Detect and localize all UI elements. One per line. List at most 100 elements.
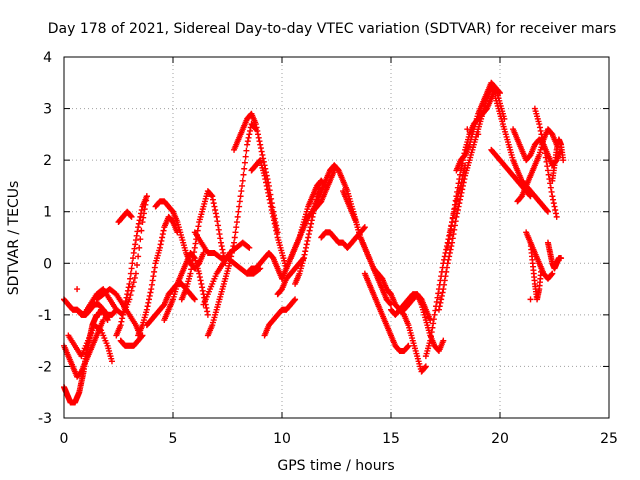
data-point [273, 231, 280, 238]
data-point [300, 255, 307, 262]
data-point [527, 193, 534, 200]
data-point [137, 236, 144, 243]
data-point [239, 182, 246, 189]
data-point [560, 157, 567, 164]
data-point [235, 208, 242, 215]
series-arc-8 [115, 208, 135, 226]
grid-lines [64, 57, 609, 418]
data-point [135, 220, 142, 227]
data-point [255, 134, 262, 141]
data-point [138, 210, 145, 217]
data-point [254, 127, 261, 134]
data-point [209, 193, 216, 200]
data-point [432, 307, 439, 314]
data-point [208, 192, 215, 199]
data-point [292, 296, 299, 303]
data-point [160, 227, 167, 234]
data-point [243, 147, 250, 154]
data-point [188, 262, 195, 269]
data-point [241, 165, 248, 172]
data-point [263, 182, 270, 189]
data-point [404, 343, 411, 350]
data-point [229, 246, 236, 253]
data-point [158, 237, 165, 244]
data-point [212, 206, 219, 213]
data-point [538, 265, 545, 272]
data-point [148, 281, 155, 288]
x-axis-label: GPS time / hours [277, 458, 394, 474]
data-point [526, 192, 533, 199]
series-arc-5 [74, 193, 150, 318]
data-point [126, 280, 133, 287]
data-point [548, 271, 555, 278]
data-point [443, 264, 450, 271]
data-point [260, 158, 267, 165]
data-point [244, 138, 251, 145]
data-point [135, 327, 142, 334]
data-point [427, 337, 434, 344]
data-point [215, 222, 222, 229]
data-point [191, 244, 198, 251]
series-arc-35 [444, 84, 503, 251]
data-point [242, 153, 249, 160]
data-point [150, 273, 157, 280]
data-point [118, 318, 125, 325]
data-point [220, 249, 227, 256]
data-point [147, 289, 154, 296]
data-point [143, 306, 150, 313]
data-point [217, 239, 224, 246]
data-point [127, 213, 134, 220]
data-point [544, 208, 551, 215]
data-point [550, 200, 557, 207]
data-point [461, 176, 468, 183]
data-point [199, 287, 206, 294]
data-point [451, 226, 458, 233]
data-point [553, 213, 560, 220]
data-point [134, 228, 141, 235]
data-point [191, 296, 198, 303]
data-point [159, 234, 166, 241]
data-point [305, 231, 312, 238]
y-axis-label: SDTVAR / TECUs [6, 181, 22, 296]
series-arc-38 [488, 146, 534, 200]
plot-frame [63, 56, 610, 419]
data-point [236, 203, 243, 210]
data-point [543, 158, 550, 165]
data-point [549, 270, 556, 277]
data-point [228, 253, 235, 260]
data-point [264, 186, 271, 193]
data-point [227, 256, 234, 263]
data-point [441, 277, 448, 284]
data-point [252, 121, 259, 128]
data-point [454, 188, 461, 195]
data-point [199, 284, 206, 291]
x-tick-label: 15 [382, 431, 400, 447]
data-point [129, 260, 136, 267]
x-tick-label: 20 [491, 431, 509, 447]
data-point [140, 214, 147, 221]
data-point [217, 235, 224, 242]
series-arc-2 [61, 317, 107, 380]
data-point [187, 270, 194, 277]
data-point [536, 124, 543, 131]
data-point [130, 279, 137, 286]
data-point [191, 254, 198, 261]
data-point [537, 127, 544, 134]
data-point [422, 363, 429, 370]
data-point [269, 210, 276, 217]
data-point [238, 188, 245, 195]
data-point [451, 222, 458, 229]
data-point [450, 231, 457, 238]
data-point [203, 304, 210, 311]
y-tick-label: -1 [38, 308, 52, 324]
data-point [244, 141, 251, 148]
data-point [268, 206, 275, 213]
data-point [156, 244, 163, 251]
data-point [544, 167, 551, 174]
data-point [536, 121, 543, 128]
data-point [143, 193, 150, 200]
data-point [138, 206, 145, 213]
data-point [132, 237, 139, 244]
data-point [448, 223, 455, 230]
